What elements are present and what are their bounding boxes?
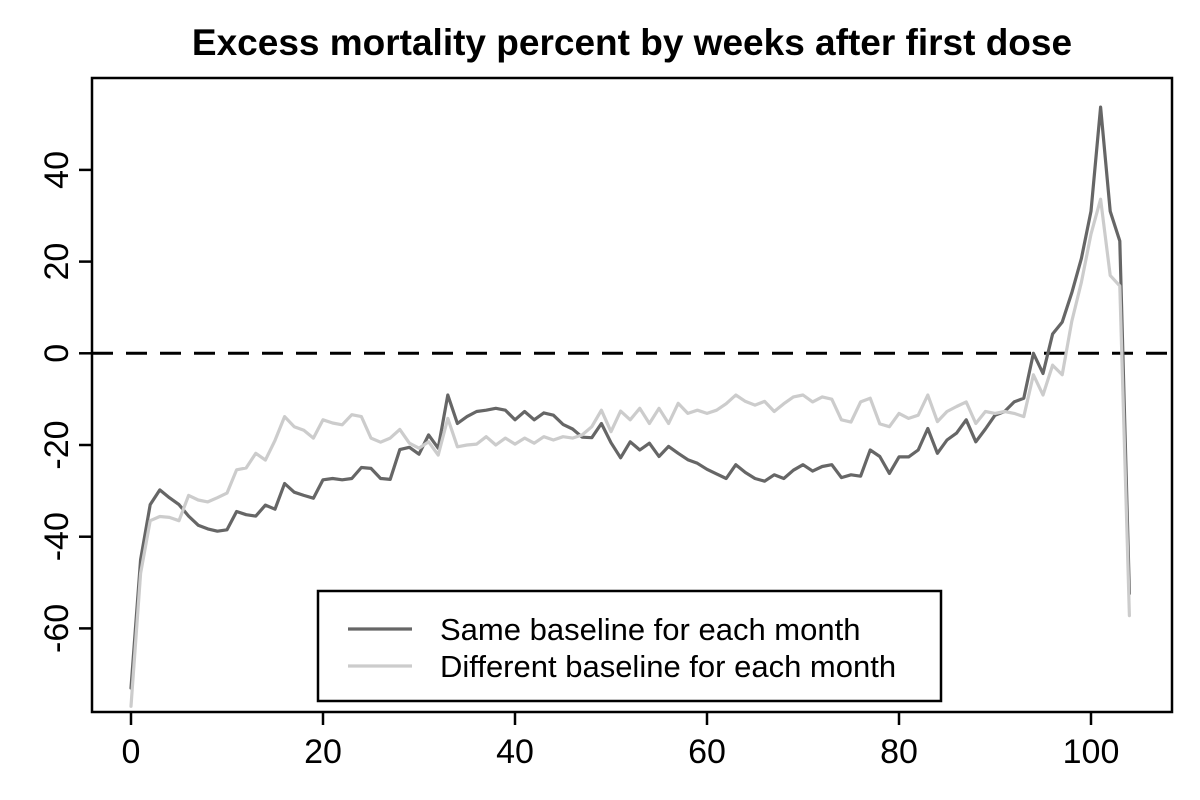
legend-box <box>316 589 943 703</box>
y-tick-label: 0 <box>38 344 76 363</box>
plot-area-border <box>90 76 1174 714</box>
legend: Same baseline for each month Different b… <box>316 589 943 703</box>
series-same-baseline-line <box>129 105 1131 690</box>
x-tick-label: 80 <box>880 733 918 771</box>
chart-title: Excess mortality percent by weeks after … <box>192 22 1072 63</box>
x-axis: 0 20 40 60 80 100 <box>122 712 1120 771</box>
series-different-baseline-line <box>129 197 1131 708</box>
legend-label-different-baseline: Different baseline for each month <box>440 649 896 684</box>
y-tick-label: -60 <box>38 604 76 653</box>
y-tick-label: -40 <box>38 512 76 561</box>
x-tick-label: 60 <box>688 733 726 771</box>
y-tick-label: 20 <box>38 243 76 281</box>
x-tick-label: 20 <box>304 733 342 771</box>
y-tick-label: -20 <box>38 420 76 469</box>
x-tick-label: 100 <box>1063 733 1120 771</box>
y-tick-label: 40 <box>38 151 76 189</box>
legend-label-same-baseline: Same baseline for each month <box>440 612 860 647</box>
x-tick-label: 40 <box>496 733 534 771</box>
x-tick-label: 0 <box>122 733 141 771</box>
y-axis: -60 -40 -20 0 20 40 <box>38 151 92 653</box>
